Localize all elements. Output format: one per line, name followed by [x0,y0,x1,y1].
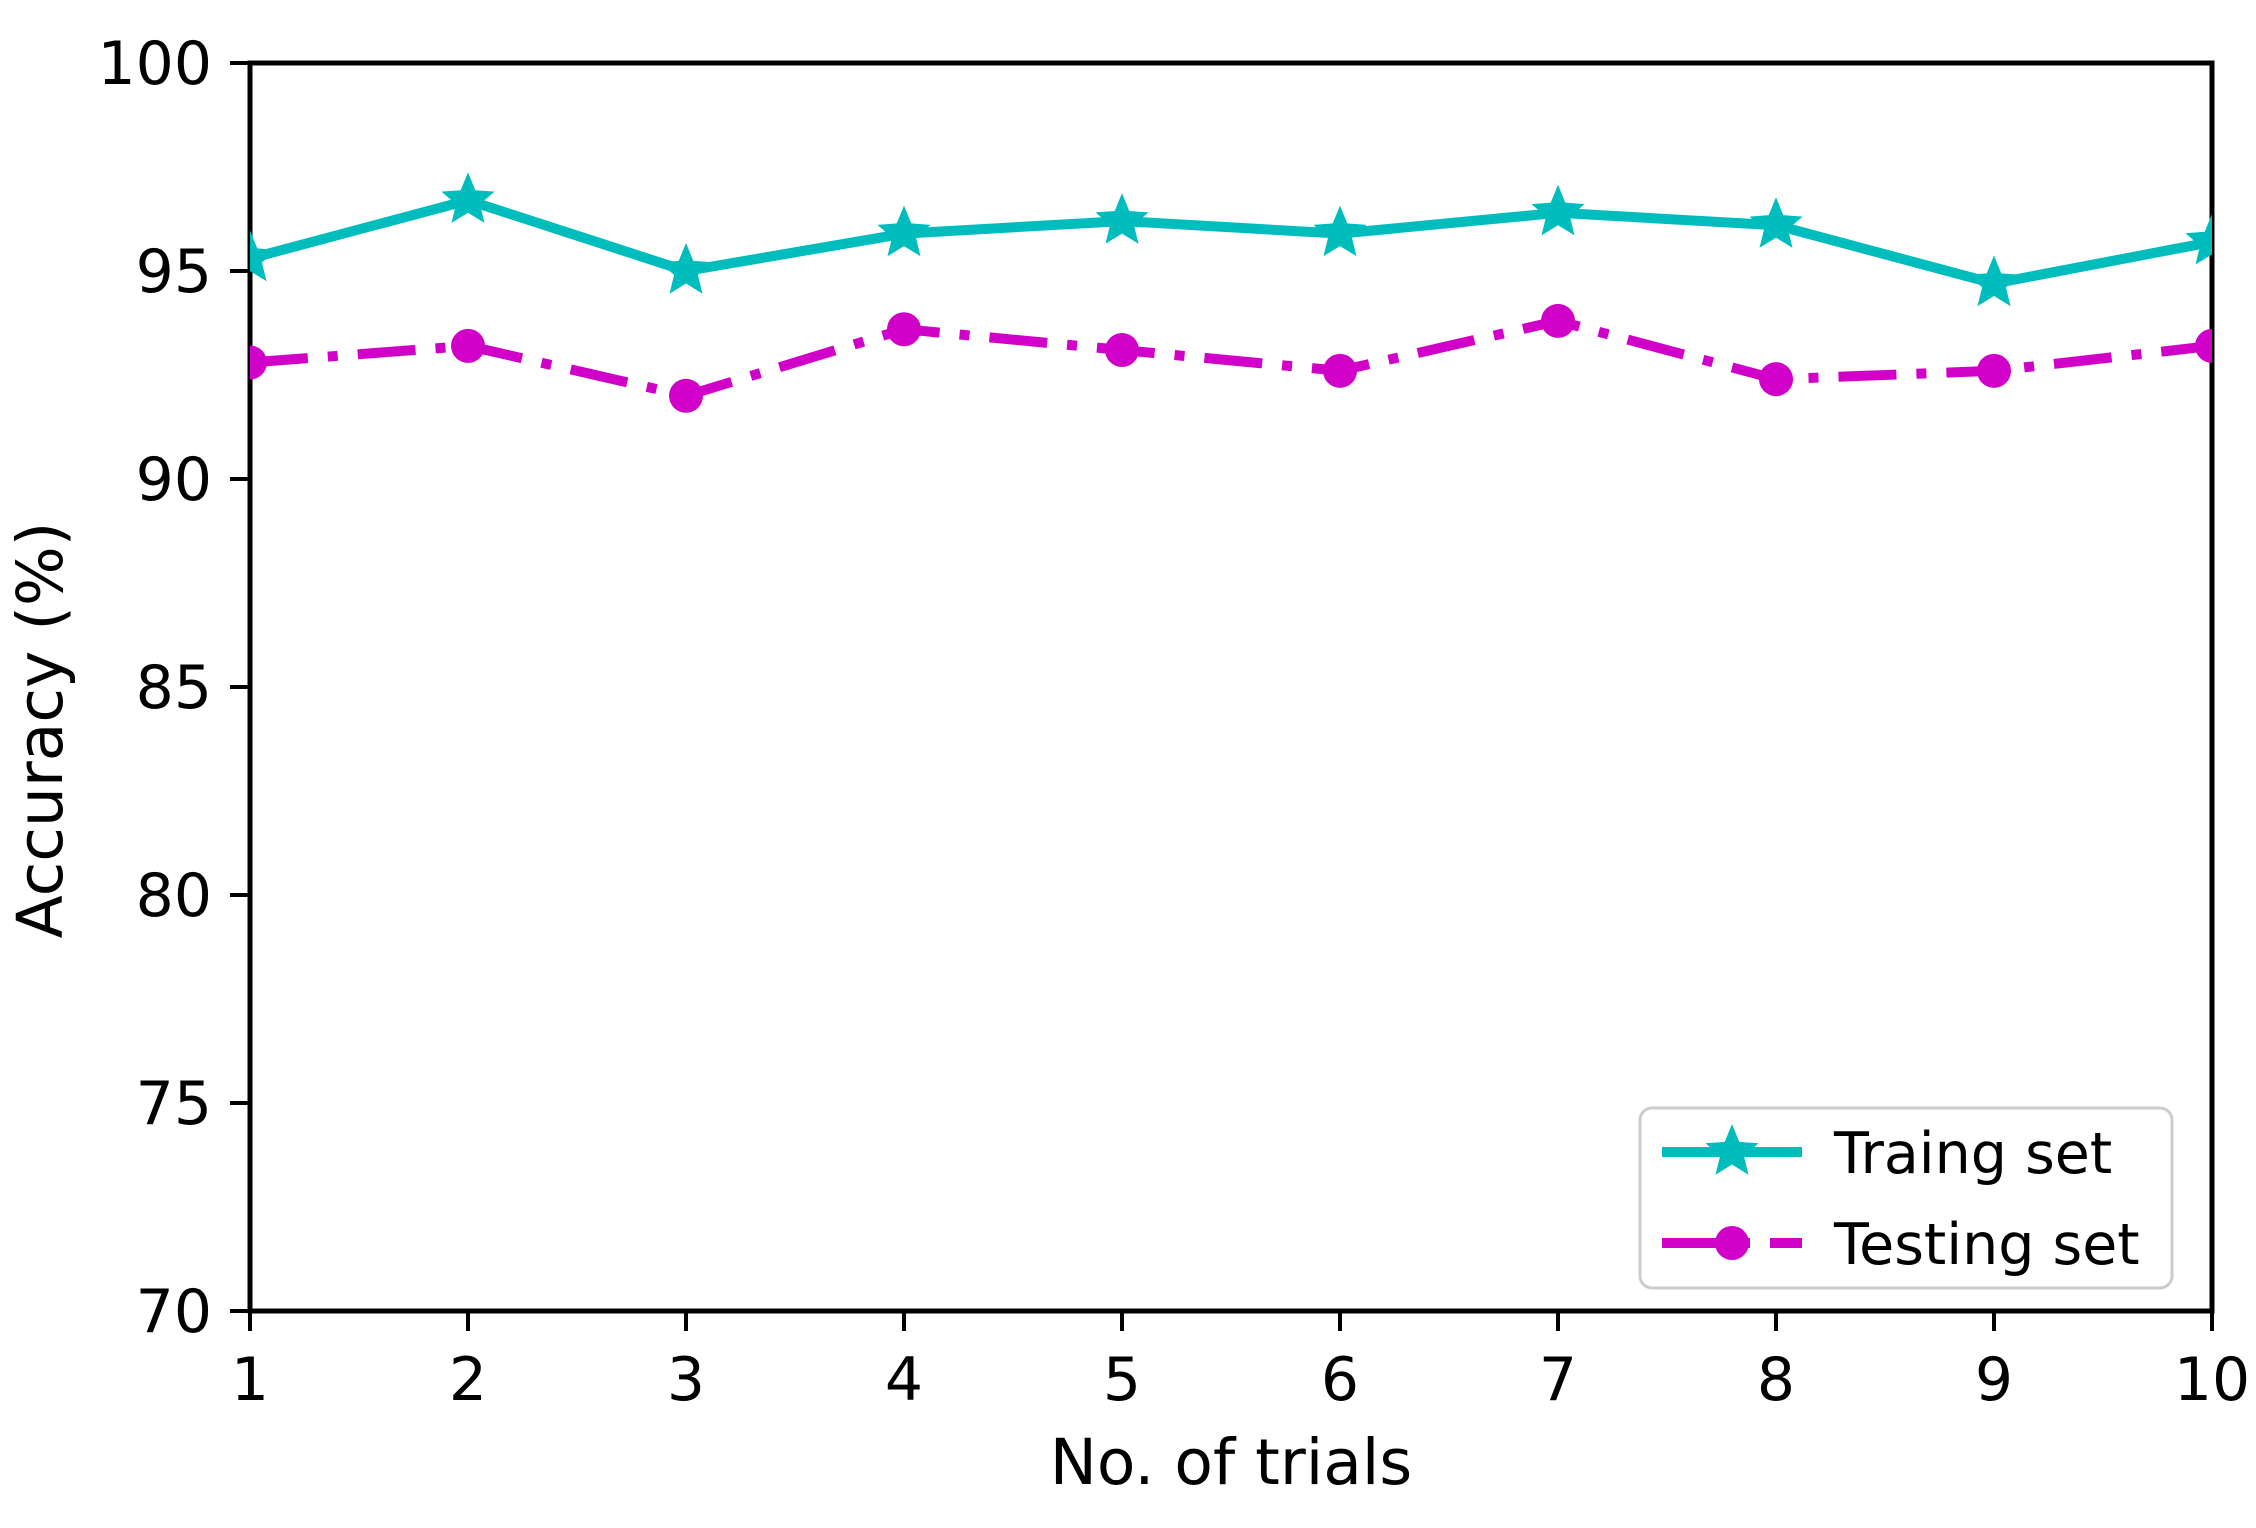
circle-marker [1105,333,1139,368]
series-testing-set [250,303,2212,413]
star-marker [1313,205,1367,257]
circle-marker [2195,328,2212,363]
x-tick-label: 1 [231,1345,269,1415]
series-line-traing-set [250,195,2212,289]
legend-label-training: Traing set [1833,1121,2112,1187]
y-tick-label: 90 [136,445,212,515]
circle-marker [1759,362,1793,397]
star-marker [1531,184,1585,236]
star-marker [1705,1124,1759,1175]
x-tick-label: 4 [885,1345,923,1415]
circle-marker [669,378,703,413]
legend: Traing set Testing set [1638,1106,2174,1290]
star-marker [1967,255,2021,307]
y-tick-label: 100 [97,29,212,99]
y-tick-label: 70 [136,1277,212,1347]
series-line-testing-set [250,315,2212,401]
x-tick-label: 7 [1539,1345,1577,1415]
x-tick-label: 3 [667,1345,705,1415]
legend-samples [1662,1124,1802,1260]
series-layer [250,172,2212,413]
star-marker [1749,197,1803,248]
y-tick-label: 80 [136,861,212,931]
x-tick-label: 2 [449,1345,487,1415]
series-traing-set [250,172,2212,307]
circle-marker [1323,353,1357,388]
star-marker [250,230,277,282]
x-tick-label: 8 [1757,1345,1795,1415]
x-tick-label: 6 [1321,1345,1359,1415]
circle-marker [887,312,921,347]
star-marker [877,205,931,257]
x-tick-label: 10 [2174,1345,2250,1415]
x-axis-label: No. of trials [1050,1426,1412,1499]
y-tick-label: 85 [136,653,212,723]
y-axis-ticks: 100 95 90 85 80 75 70 [97,29,250,1347]
star-marker [441,172,495,223]
circle-marker [1541,303,1575,338]
y-tick-label: 95 [136,237,212,307]
y-axis-label: Accuracy (%) [4,522,77,939]
x-tick-label: 9 [1975,1345,2013,1415]
y-tick-label: 75 [136,1069,212,1139]
circle-marker [1715,1226,1749,1260]
star-marker [2185,213,2212,265]
circle-marker [451,328,485,363]
star-marker [659,243,713,294]
star-marker [1095,193,1149,244]
circle-marker [1977,353,2011,388]
x-axis-ticks: 1 2 3 4 5 6 7 8 9 10 [231,1311,2250,1415]
x-tick-label: 5 [1103,1345,1141,1415]
circle-marker [250,345,267,380]
legend-label-testing: Testing set [1833,1212,2140,1278]
